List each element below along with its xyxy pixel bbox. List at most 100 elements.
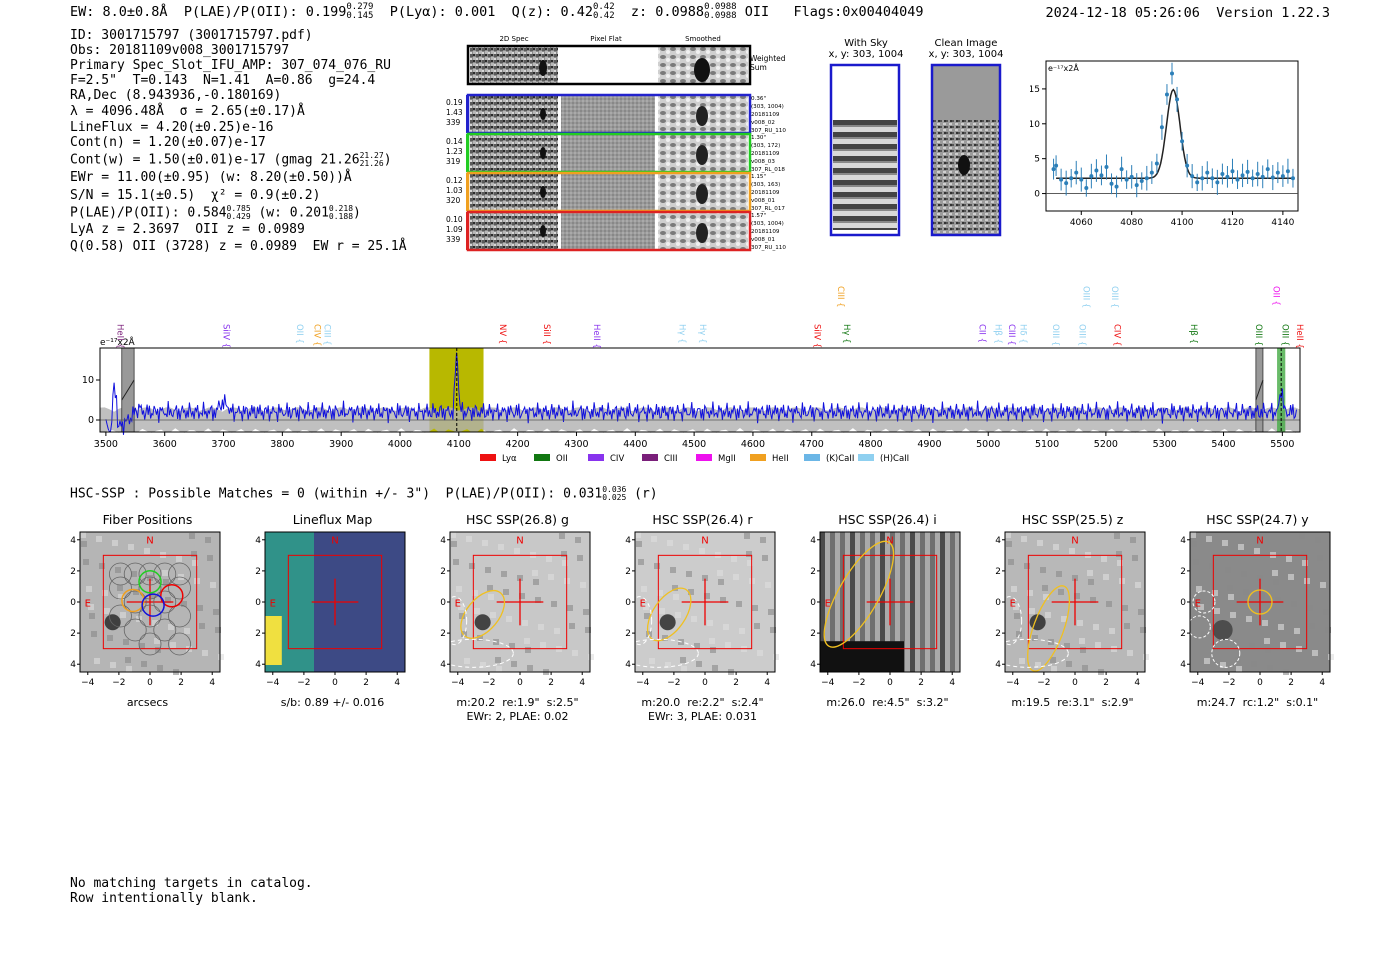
row-left-value: 1.03 xyxy=(446,186,463,195)
contw-hi: 21.27 xyxy=(359,151,384,160)
legend-label: Lyα xyxy=(502,454,517,463)
legend-label: HeII xyxy=(772,454,789,463)
row-right-value: 307_RL_017 xyxy=(751,206,785,212)
hsc-band: (r) xyxy=(634,486,658,502)
noise-pixel xyxy=(1101,556,1107,562)
noise-pixel xyxy=(1042,585,1048,591)
spec-xtick-label: 5100 xyxy=(1035,439,1059,450)
panel-xtick-label: −2 xyxy=(112,678,125,688)
noise-pixel xyxy=(1209,563,1215,569)
noise-pixel xyxy=(149,593,155,599)
info-lambda: λ = 4096.48Å σ = 2.65(±0.17)Å xyxy=(70,104,305,119)
i-band-stripe xyxy=(940,532,945,672)
with-sky-frame xyxy=(829,63,901,237)
footer-line-1: No matching targets in catalog. xyxy=(70,876,313,891)
fiber-circle xyxy=(123,590,147,614)
panel-xtick-label: −4 xyxy=(636,678,650,688)
hsc-panel: HSC SSP(26.8) g N E −4 −4 −2 −2 0 0 2 2 4 4 xyxy=(433,512,595,701)
fiber-red xyxy=(160,584,184,608)
fit-point xyxy=(1119,167,1124,172)
panel-xtick-label: 2 xyxy=(178,678,184,688)
fit-point xyxy=(1190,174,1195,179)
noise-pixel xyxy=(1032,635,1038,641)
plae-lo: 0.145 xyxy=(346,11,374,21)
row-right-value: 1.15" xyxy=(751,174,766,180)
fiber-circle xyxy=(109,576,132,600)
with-sky-title: With Sky x, y: 303, 1004 xyxy=(826,38,906,60)
noise-pixel xyxy=(583,609,589,615)
east-label: E xyxy=(825,599,831,610)
panel-xtick-label: 2 xyxy=(1288,678,1294,688)
cutout-col-title: Smoothed xyxy=(685,35,721,43)
spec-ytick-label: 0 xyxy=(88,415,94,426)
noise-pixel xyxy=(155,647,161,653)
fit-xtick-label: 4060 xyxy=(1070,218,1093,228)
fit-point xyxy=(1225,174,1230,179)
fit-ytick-label: 0 xyxy=(1034,190,1040,200)
noise-pixel xyxy=(643,604,649,610)
noise-pixel xyxy=(218,654,224,660)
noise-pixel xyxy=(532,570,538,576)
north-label: N xyxy=(516,536,523,547)
spec-line-label: CIV { xyxy=(312,324,322,346)
spec-line-label: CIII { xyxy=(1006,324,1016,346)
row-left-value: 320 xyxy=(446,196,461,205)
noise-pixel xyxy=(490,612,496,618)
fit-xtick-label: 4120 xyxy=(1221,218,1244,228)
row-divider xyxy=(558,135,561,171)
noise-pixel xyxy=(165,597,171,603)
plya-value: P(Lyα): 0.001 xyxy=(389,4,496,20)
noise-pixel xyxy=(1035,662,1041,668)
z-hi: 0.0988 xyxy=(704,2,737,12)
noise-pixel xyxy=(115,567,121,573)
noise-pixel xyxy=(717,570,723,576)
panel-xtick-label: 4 xyxy=(394,678,400,688)
noise-pixel xyxy=(202,650,208,656)
noise-pixel xyxy=(1220,662,1226,668)
noise-pixel xyxy=(192,560,198,566)
noise-pixel xyxy=(1201,631,1207,637)
noise-pixel xyxy=(157,665,163,671)
panel-ytick-label: 0 xyxy=(810,598,816,608)
spec-line-label: CIII { xyxy=(835,286,845,308)
noise-pixel xyxy=(482,540,488,546)
noise-pixel xyxy=(533,579,539,585)
spec-line-label: Hγ { xyxy=(697,324,707,344)
spec-line-label: OIII { xyxy=(1279,324,1289,346)
noise-pixel xyxy=(128,544,134,550)
noise-pixel xyxy=(580,582,586,588)
noise-pixel xyxy=(1013,604,1019,610)
hsc-panel-title: HSC SSP(24.7) y xyxy=(1206,512,1309,527)
noise-pixel xyxy=(746,551,752,557)
hsc-summary: HSC-SSP : Possible Matches = 0 (within +… xyxy=(70,486,658,502)
spec-line-label: CIV { xyxy=(1112,324,1122,346)
neighbor-ellipse xyxy=(617,638,699,668)
panel-xtick-label: 0 xyxy=(887,678,893,688)
spec-line-label: SiII { xyxy=(541,324,551,345)
row-right-value: v008_02 xyxy=(751,120,775,126)
panel-ytick-label: −4 xyxy=(70,660,76,670)
row-left-value: 319 xyxy=(446,157,461,166)
fit-point xyxy=(1104,165,1109,170)
fit-point xyxy=(1084,185,1089,190)
info-plae: P(LAE)/P(OII): 0.584 0.785 0.429 (w: 0.201… xyxy=(70,205,361,222)
noise-pixel xyxy=(1138,609,1144,615)
noise-pixel xyxy=(1317,555,1323,561)
plae-value: P(LAE)/P(OII): 0.199 xyxy=(183,4,347,20)
noise-pixel xyxy=(176,556,182,562)
neighbor-ellipse xyxy=(997,596,1023,646)
noise-pixel xyxy=(1037,540,1043,546)
row-color-bar xyxy=(466,173,469,211)
noise-pixel xyxy=(1114,533,1120,539)
panel-ytick-label: 0 xyxy=(255,598,261,608)
hsc-panel-image: N E −4 −4 −2 −2 0 0 2 2 4 4 xyxy=(433,531,594,688)
noise-pixel xyxy=(1087,570,1093,576)
noise-pixel xyxy=(1140,627,1146,633)
row-right-value: (303, 1004) xyxy=(751,221,784,227)
noise-pixel xyxy=(747,560,753,566)
noise-pixel xyxy=(736,601,742,607)
row-flat xyxy=(560,213,656,249)
noise-pixel xyxy=(733,574,739,580)
noise-pixel xyxy=(503,589,509,595)
hsc-panel-caption: m:24.7 rc:1.2" s:0.1" xyxy=(1196,696,1319,709)
